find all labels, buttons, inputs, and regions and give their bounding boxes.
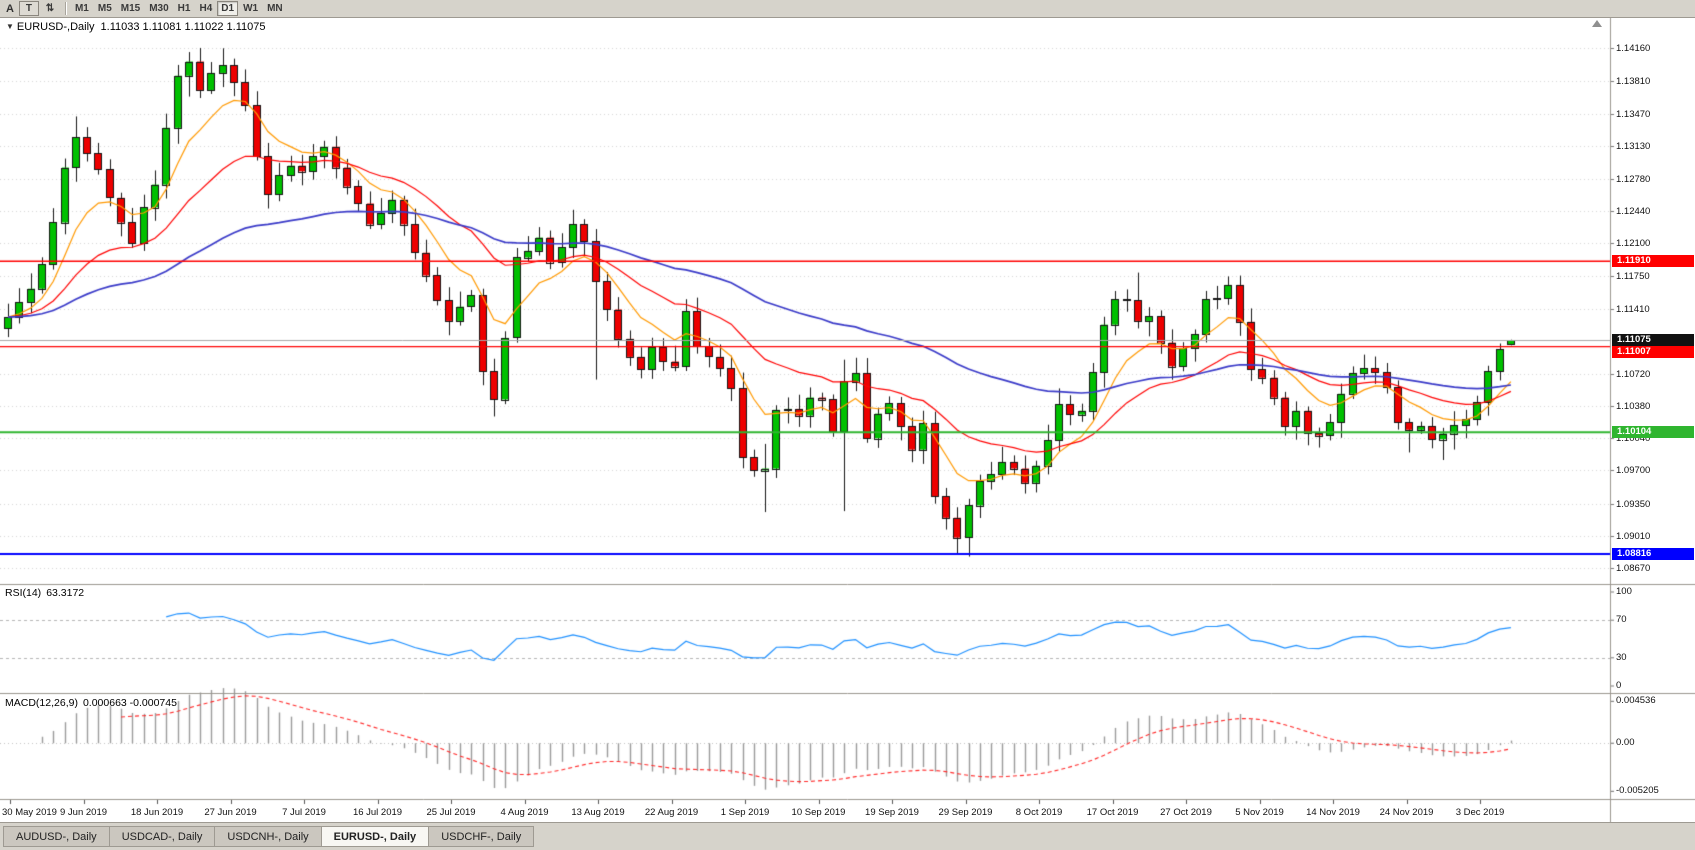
price-scale-label: 1.12440 (1616, 205, 1651, 217)
rsi-indicator-label: RSI(14) 63.3172 (5, 587, 89, 599)
price-scale-label: 1.11750 (1616, 270, 1650, 282)
price-scale-label: 1.13470 (1616, 108, 1651, 120)
chart-symbol-period: EURUSD-,Daily (16, 21, 95, 33)
price-level-badge: 1.11910 (1612, 255, 1694, 268)
timeframe-button-m1[interactable]: M1 (70, 1, 93, 16)
price-scale-label: 1.08670 (1616, 562, 1651, 574)
timeframe-button-mn[interactable]: MN (263, 1, 287, 16)
time-axis-label: 29 Sep 2019 (938, 807, 993, 818)
chart-tab-bar: AUDUSD-, Daily USDCAD-, Daily USDCNH-, Dai… (0, 822, 1695, 850)
timeframe-button-m5[interactable]: M5 (93, 1, 116, 16)
time-axis-label: 9 Jun 2019 (59, 807, 108, 818)
price-chart-canvas[interactable] (0, 18, 1695, 822)
rsi-scale-label: 70 (1616, 614, 1627, 626)
price-scale-label: 1.14160 (1616, 42, 1651, 54)
timeframe-group: M1 M5 M15 M30 H1 H4 D1 W1 MN (70, 1, 287, 16)
price-scale-label: 1.12100 (1616, 237, 1651, 249)
rsi-name: RSI(14) (5, 587, 42, 599)
time-axis-label: 7 Jul 2019 (282, 807, 326, 818)
rsi-scale-label: 0 (1616, 680, 1622, 691)
macd-values: 0.000663 -0.000745 (82, 697, 177, 709)
chart-area: ▼ EURUSD-,Daily 1.11033 1.11081 1.11022 1.… (0, 18, 1695, 822)
macd-scale-label: 0.00 (1616, 737, 1635, 749)
chart-ohlc-values: 1.11033 1.11081 1.11022 1.11075 (100, 21, 266, 33)
timeframe-button-m30[interactable]: M30 (145, 1, 173, 16)
macd-scale-label: 0.004536 (1616, 695, 1656, 707)
price-scale-label: 1.10380 (1616, 400, 1651, 412)
price-scale-label: 1.09010 (1616, 530, 1651, 542)
time-axis-label: 19 Sep 2019 (865, 807, 919, 818)
time-axis-label: 18 Jun 2019 (130, 807, 184, 818)
price-level-badge: 1.11075 (1612, 334, 1694, 347)
time-axis-label: 25 Jul 2019 (426, 807, 476, 818)
price-scale-label: 1.09700 (1616, 464, 1651, 476)
toolbar-separator (64, 2, 66, 15)
time-axis-label: 27 Jun 2019 (204, 807, 257, 818)
time-axis-label: 13 Aug 2019 (571, 807, 625, 818)
chart-title: ▼ EURUSD-,Daily 1.11033 1.11081 1.11022 1.… (6, 21, 266, 33)
time-axis-label: 30 May 2019 (2, 807, 57, 818)
time-axis-label: 24 Nov 2019 (1379, 807, 1434, 818)
timeframe-button-d1[interactable]: D1 (217, 1, 239, 16)
time-axis-label: 27 Oct 2019 (1160, 807, 1212, 818)
chart-tab-usdchf[interactable]: USDCHF-, Daily (428, 826, 535, 847)
price-scale-label: 1.11410 (1616, 303, 1650, 315)
time-axis-label: 22 Aug 2019 (644, 807, 699, 818)
time-axis-label: 8 Oct 2019 (1015, 807, 1063, 818)
macd-scale-label: -0.005205 (1616, 785, 1659, 797)
time-axis-label: 10 Sep 2019 (791, 807, 846, 818)
price-level-badge: 1.11007 (1612, 346, 1694, 359)
time-axis-label: 16 Jul 2019 (352, 807, 403, 818)
time-axis-label: 17 Oct 2019 (1086, 807, 1139, 818)
rsi-value: 63.3172 (46, 587, 85, 599)
price-scale-label: 1.09350 (1616, 498, 1651, 510)
toolbar: A T ⇅ M1 M5 M15 M30 H1 H4 D1 W1 MN (0, 0, 1695, 18)
macd-name: MACD(12,26,9) (5, 697, 78, 709)
symbol-dropdown-caret[interactable]: ▼ (6, 22, 14, 31)
price-scale-label: 1.10720 (1616, 368, 1651, 380)
chart-shift-marker[interactable] (1592, 20, 1602, 27)
time-axis-label: 3 Dec 2019 (1455, 807, 1505, 818)
rsi-scale-label: 30 (1616, 651, 1627, 663)
price-level-badge: 1.08816 (1612, 548, 1694, 561)
price-scale-label: 1.13130 (1616, 140, 1651, 152)
timeframe-button-h1[interactable]: H1 (173, 1, 195, 16)
time-axis-label: 1 Sep 2019 (720, 807, 770, 818)
chart-tab-audusd[interactable]: AUDUSD-, Daily (3, 826, 110, 847)
timeframe-button-m15[interactable]: M15 (116, 1, 145, 16)
chart-tab-usdcnh[interactable]: USDCNH-, Daily (214, 826, 322, 847)
chart-tab-eurusd[interactable]: EURUSD-, Daily (320, 826, 430, 847)
time-axis-label: 14 Nov 2019 (1306, 807, 1360, 818)
timeframe-button-w1[interactable]: W1 (239, 1, 263, 16)
toolbar-label-a[interactable]: A (6, 2, 14, 15)
price-scale-label: 1.12780 (1616, 173, 1651, 185)
timeframe-button-h4[interactable]: H4 (195, 1, 217, 16)
macd-indicator-label: MACD(12,26,9) 0.000663 -0.000745 (5, 697, 182, 709)
time-axis-label: 4 Aug 2019 (500, 807, 549, 818)
cycle-arrows-icon[interactable]: ⇅ (39, 1, 60, 16)
chart-tab-usdcad[interactable]: USDCAD-, Daily (108, 826, 216, 847)
price-level-badge: 1.10104 (1612, 426, 1694, 439)
rsi-scale-label: 100 (1616, 586, 1632, 597)
price-scale-label: 1.13810 (1616, 75, 1651, 87)
text-tool-button[interactable]: T (18, 1, 39, 16)
time-axis-label: 5 Nov 2019 (1235, 807, 1284, 818)
